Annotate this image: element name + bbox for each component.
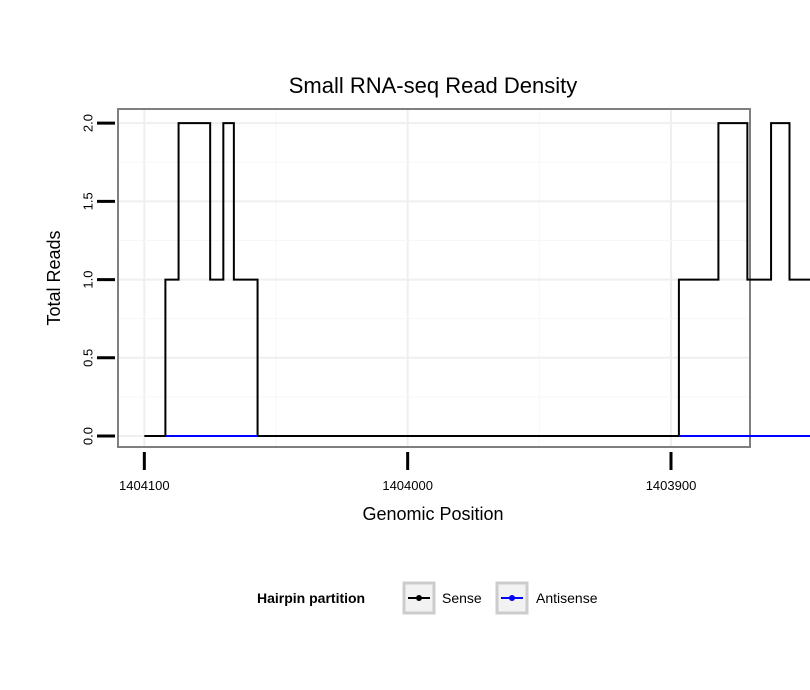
legend-label-antisense: Antisense	[536, 590, 598, 606]
legend-swatch-antisense-point	[509, 595, 515, 601]
plot-panel-border	[118, 109, 750, 447]
legend: Hairpin partition Sense Antisense	[257, 583, 598, 613]
legend-title: Hairpin partition	[257, 590, 365, 606]
legend-label-sense: Sense	[442, 590, 482, 606]
y-tick-label: 1.0	[81, 271, 96, 289]
x-axis-title: Genomic Position	[362, 504, 503, 524]
y-tick-label: 2.0	[81, 114, 96, 132]
x-tick-label: 1404100	[119, 478, 170, 493]
chart: Small RNA-seq Read Density 1404100 140400…	[0, 0, 810, 690]
legend-swatch-sense-point	[416, 595, 422, 601]
y-tick-label: 0.5	[81, 349, 96, 367]
x-tick-label: 1403900	[646, 478, 697, 493]
y-axis-title: Total Reads	[44, 230, 64, 325]
chart-title: Small RNA-seq Read Density	[289, 73, 578, 98]
x-tick-label: 1404000	[382, 478, 433, 493]
gridlines	[118, 109, 750, 447]
y-tick-label: 1.5	[81, 192, 96, 210]
y-tick-label: 0.0	[81, 427, 96, 445]
